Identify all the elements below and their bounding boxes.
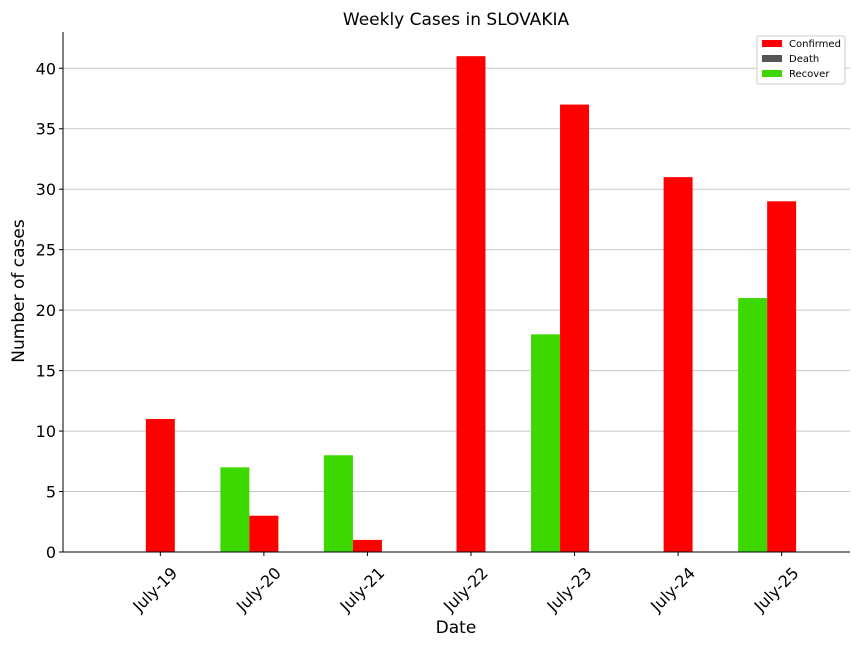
legend-swatch: [762, 55, 782, 62]
y-tick-label: 10: [36, 422, 56, 441]
y-tick-label: 20: [36, 301, 56, 320]
legend-swatch: [762, 70, 782, 77]
bar-recover: [531, 334, 561, 552]
x-tick-label: July-24: [646, 563, 699, 616]
y-tick-label: 35: [36, 120, 56, 139]
legend-label: Death: [789, 54, 819, 65]
bar-confirmed: [560, 104, 590, 552]
bars: [145, 56, 797, 553]
bar-confirmed: [352, 539, 382, 552]
y-tick-label: 25: [36, 241, 56, 260]
bar-confirmed: [249, 515, 279, 552]
bar-confirmed: [456, 56, 486, 553]
bar-recover: [738, 298, 768, 552]
x-tick-label: July-23: [543, 563, 596, 616]
bar-confirmed: [145, 418, 175, 552]
y-tick-label: 15: [36, 362, 56, 381]
bar-recover: [323, 455, 353, 552]
chart-title: Weekly Cases in SLOVAKIA: [343, 10, 570, 30]
y-tick-label: 30: [36, 180, 56, 199]
legend-swatch: [762, 40, 782, 47]
x-tick-label: July-20: [232, 563, 285, 616]
legend-label: Confirmed: [789, 39, 841, 50]
y-tick-label: 40: [36, 59, 56, 78]
x-axis-label: Date: [436, 618, 477, 638]
y-ticks: 0 5 10 15 20 25 30 35 40: [36, 59, 63, 562]
x-tick-label: July-22: [439, 563, 492, 616]
bar-confirmed: [663, 177, 693, 552]
legend: Confirmed Death Recover: [756, 35, 846, 85]
x-tick-label: July-19: [128, 563, 181, 616]
bar-recover: [220, 467, 250, 552]
y-tick-label: 0: [46, 543, 56, 562]
y-tick-label: 5: [46, 483, 56, 502]
y-axis-label: Number of cases: [9, 219, 29, 363]
x-tick-label: July-21: [336, 563, 389, 616]
bar-confirmed: [767, 201, 797, 553]
x-ticks: July-19 July-20 July-21 July-22 July-23 July-…: [128, 552, 802, 616]
legend-label: Recover: [789, 69, 830, 80]
x-tick-label: July-25: [750, 563, 803, 616]
